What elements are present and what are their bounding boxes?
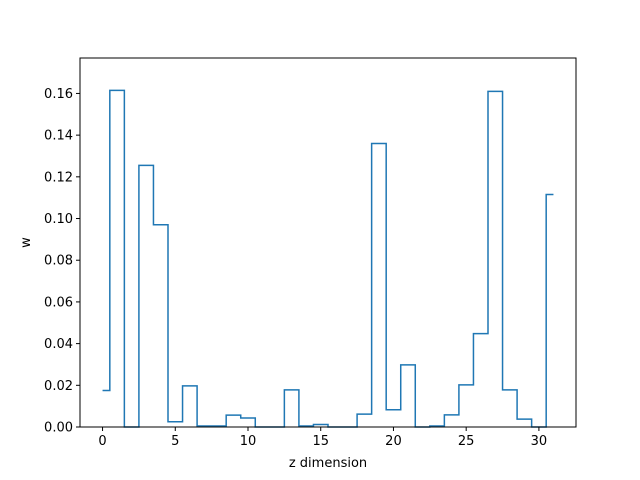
y-tick-label: 0.16 (44, 87, 73, 102)
axes-frame (79, 57, 577, 428)
y-tick-label: 0.12 (44, 170, 73, 185)
y-tick-label: 0.04 (44, 337, 73, 352)
y-tick-label: 0.14 (44, 129, 73, 144)
y-axis-label: w (19, 237, 34, 248)
y-axis: 0.00 0.02 0.04 0.06 0.08 0.10 0.12 0.14 0.16 (44, 87, 80, 436)
x-axis: 0 5 10 15 20 25 30 (98, 427, 547, 449)
x-tick-label: 25 (458, 434, 475, 449)
x-axis-label: z dimension (289, 456, 367, 471)
y-tick-label: 0.08 (44, 254, 73, 269)
y-tick-label: 0.02 (44, 379, 73, 394)
x-tick-label: 0 (98, 434, 106, 449)
x-tick-label: 10 (240, 434, 257, 449)
x-tick-label: 15 (312, 434, 329, 449)
y-tick-label: 0.10 (44, 212, 73, 227)
y-tick-label: 0.00 (44, 421, 73, 436)
y-tick-label: 0.06 (44, 295, 73, 310)
x-tick-label: 5 (171, 434, 179, 449)
x-tick-label: 30 (531, 434, 548, 449)
x-tick-label: 20 (385, 434, 402, 449)
